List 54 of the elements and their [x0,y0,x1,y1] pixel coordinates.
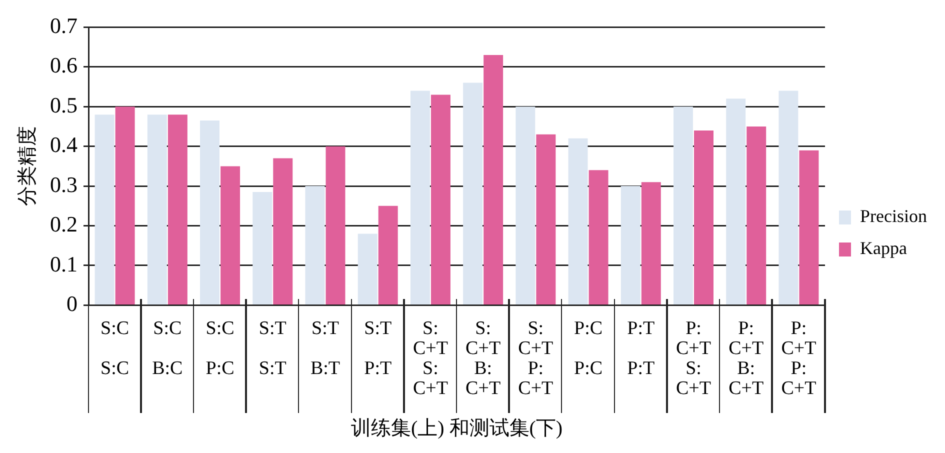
bar [410,90,430,304]
x-tick-label: P:C+T S:C+T [676,318,712,400]
bar [463,82,483,304]
bar [484,55,504,304]
legend-label: Precision [860,206,928,226]
bar [778,90,798,304]
bar [305,186,325,304]
y-tick-label: 0.5 [50,92,78,118]
bar [168,114,188,304]
x-tick-label: S:C+T P:C+T [518,318,554,400]
y-tick-label: 0.6 [50,52,78,78]
bar [220,166,240,304]
x-tick-label: S:C P:C [206,318,234,380]
bar [115,106,135,304]
x-tick-label: S:T P:T [364,318,392,380]
y-tick-label: 0 [66,290,78,316]
bar [378,206,398,304]
x-tick-label: S:T B:T [310,318,340,380]
y-tick-label: 0.2 [50,212,78,237]
x-axis-title: 训练集(上) 和测试集(下) [350,417,563,440]
bar [620,186,640,304]
y-tick-label: 0.7 [50,12,78,38]
bar [746,126,766,304]
bar [200,120,220,304]
bar [147,114,167,304]
x-tick-label: S:C+T S:C+T [412,318,448,400]
x-tick-label: S:T S:T [258,318,287,380]
x-tick-label: S:C+T B:C+T [466,318,501,400]
bar [673,106,693,304]
x-tick-label: P:C+T B:C+T [728,318,764,400]
y-tick-label: 0.4 [50,132,78,158]
x-tick-label: S:C B:C [152,318,183,380]
bar [726,98,746,304]
bar [358,234,378,304]
bar [536,134,556,304]
x-tick-label: S:C S:C [100,318,130,380]
bar [94,114,114,304]
bar [799,150,819,304]
bar [588,170,608,304]
x-tick-label: P:C+T P:C+T [781,318,817,400]
bar [516,106,536,304]
legend-label: Kappa [860,238,907,258]
y-axis-title: 分类精度 [16,126,38,206]
bar [568,138,588,304]
x-tick-label: P:C P:C [574,318,603,380]
bar [252,192,272,304]
y-tick-label: 0.3 [50,172,78,197]
bar [430,94,450,304]
bar [641,182,661,304]
bar [326,146,346,304]
y-tick-label: 0.1 [50,251,78,276]
bar [273,158,293,304]
x-tick-label: P:T P:T [627,318,655,380]
bar [694,130,714,304]
